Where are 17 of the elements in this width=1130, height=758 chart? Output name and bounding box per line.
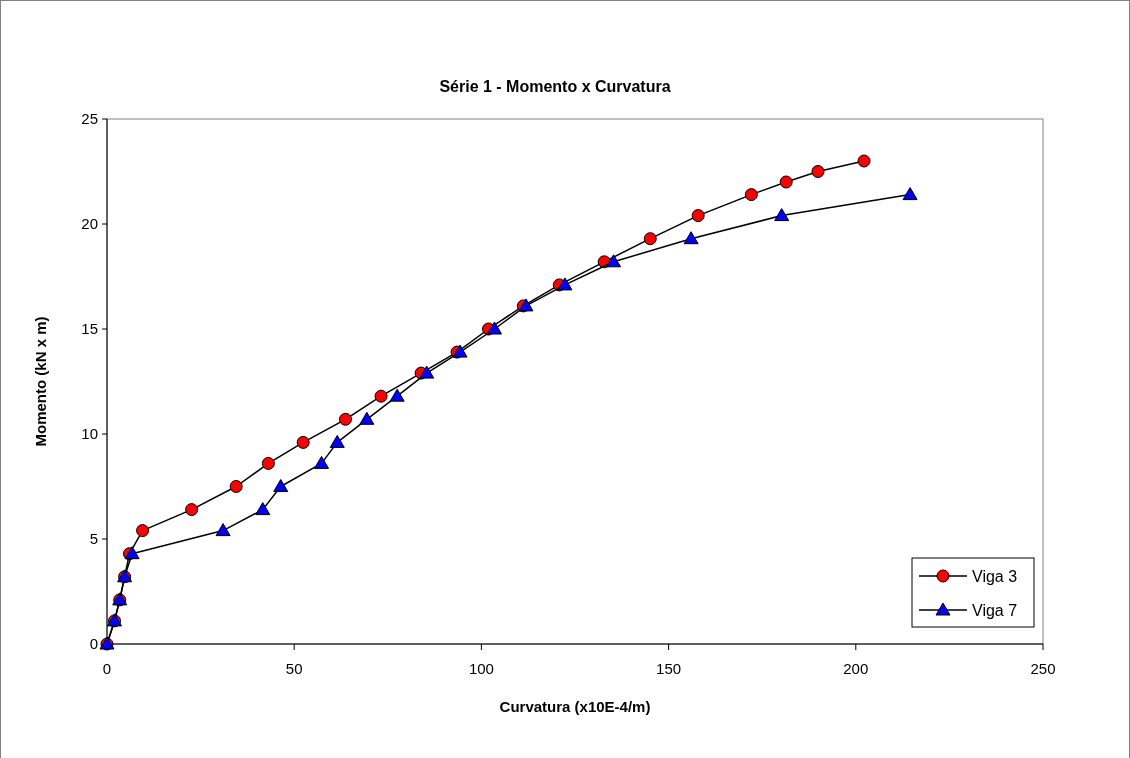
- x-tick-label: 0: [102, 660, 112, 677]
- y-tick-label: 10: [81, 425, 98, 443]
- y-tick-label: 0: [89, 635, 98, 653]
- x-tick-label: 50: [285, 660, 303, 677]
- legend-label: Viga 3: [972, 567, 1018, 585]
- y-tick-label: 5: [89, 530, 98, 548]
- y-tick-label: 20: [81, 215, 98, 233]
- legend-label: Viga 7: [972, 601, 1018, 619]
- x-tick-label: 200: [843, 660, 869, 677]
- y-tick-label: 15: [81, 320, 98, 338]
- x-tick-label: 150: [656, 660, 682, 677]
- x-axis-title: Curvatura (x10E-4/m): [499, 698, 651, 715]
- y-tick-label: 25: [81, 110, 98, 128]
- x-tick-label: 250: [1030, 660, 1056, 677]
- chart-title: Série 1 - Momento x Curvatura: [439, 78, 671, 95]
- y-axis-title: Momento (kN x m): [32, 316, 49, 447]
- x-tick-label: 100: [468, 660, 494, 677]
